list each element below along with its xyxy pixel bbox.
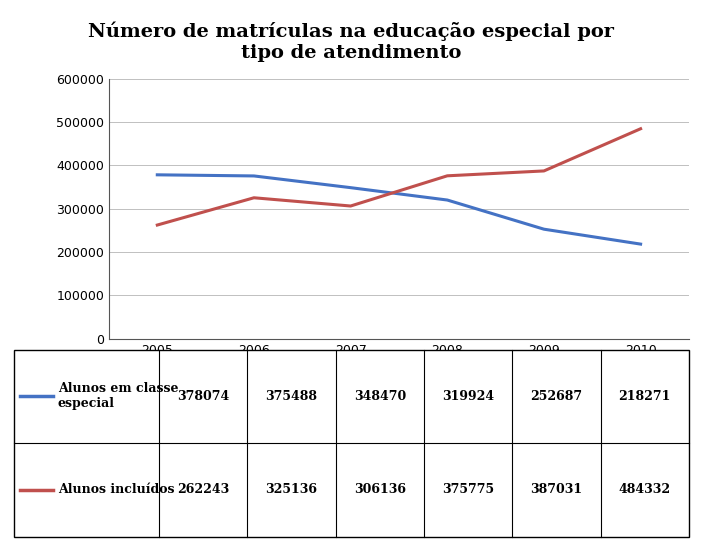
Text: 387031: 387031 bbox=[531, 483, 583, 496]
Text: 375488: 375488 bbox=[266, 390, 318, 403]
Text: Alunos em classe
especial: Alunos em classe especial bbox=[58, 382, 178, 410]
Text: 348470: 348470 bbox=[354, 390, 406, 403]
Text: Número de matrículas na educação especial por
tipo de atendimento: Número de matrículas na educação especia… bbox=[89, 22, 614, 62]
Text: Alunos incluídos: Alunos incluídos bbox=[58, 483, 174, 496]
Text: 378074: 378074 bbox=[177, 390, 229, 403]
Text: 319924: 319924 bbox=[442, 390, 494, 403]
Text: 252687: 252687 bbox=[531, 390, 583, 403]
Text: 484332: 484332 bbox=[619, 483, 671, 496]
Text: 325136: 325136 bbox=[266, 483, 318, 496]
Text: 375775: 375775 bbox=[442, 483, 494, 496]
Text: 306136: 306136 bbox=[354, 483, 406, 496]
Text: 218271: 218271 bbox=[619, 390, 671, 403]
Text: 262243: 262243 bbox=[177, 483, 229, 496]
